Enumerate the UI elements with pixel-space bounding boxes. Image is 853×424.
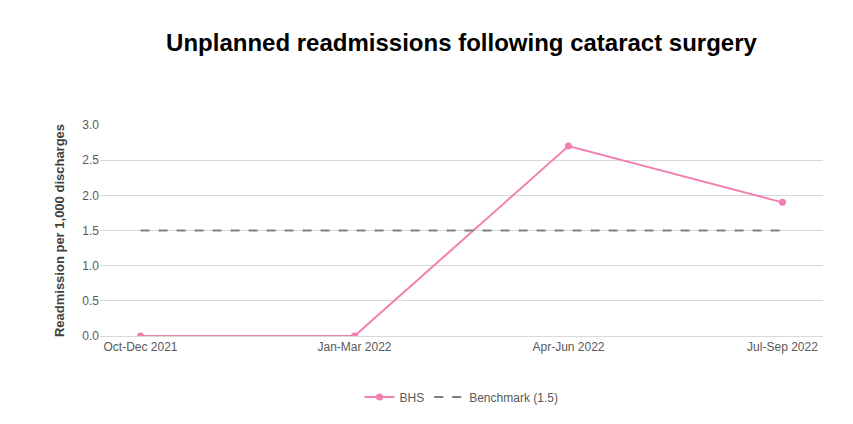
- svg-text:0.0: 0.0: [82, 329, 99, 343]
- svg-text:1.0: 1.0: [82, 259, 99, 273]
- svg-text:3.0: 3.0: [82, 118, 99, 132]
- svg-text:Apr-Jun 2022: Apr-Jun 2022: [532, 340, 604, 354]
- svg-text:BHS: BHS: [400, 391, 425, 405]
- svg-text:Unplanned readmissions followi: Unplanned readmissions following catarac…: [166, 29, 757, 56]
- svg-text:2.0: 2.0: [82, 189, 99, 203]
- svg-text:2.5: 2.5: [82, 153, 99, 167]
- svg-text:1.5: 1.5: [82, 224, 99, 238]
- svg-text:Oct-Dec 2021: Oct-Dec 2021: [104, 340, 178, 354]
- svg-text:Jul-Sep 2022: Jul-Sep 2022: [747, 340, 818, 354]
- svg-text:Benchmark (1.5): Benchmark (1.5): [469, 391, 558, 405]
- svg-text:Jan-Mar 2022: Jan-Mar 2022: [317, 340, 391, 354]
- svg-text:0.5: 0.5: [82, 294, 99, 308]
- svg-text:Readmission per 1,000 discharg: Readmission per 1,000 discharges: [52, 124, 67, 337]
